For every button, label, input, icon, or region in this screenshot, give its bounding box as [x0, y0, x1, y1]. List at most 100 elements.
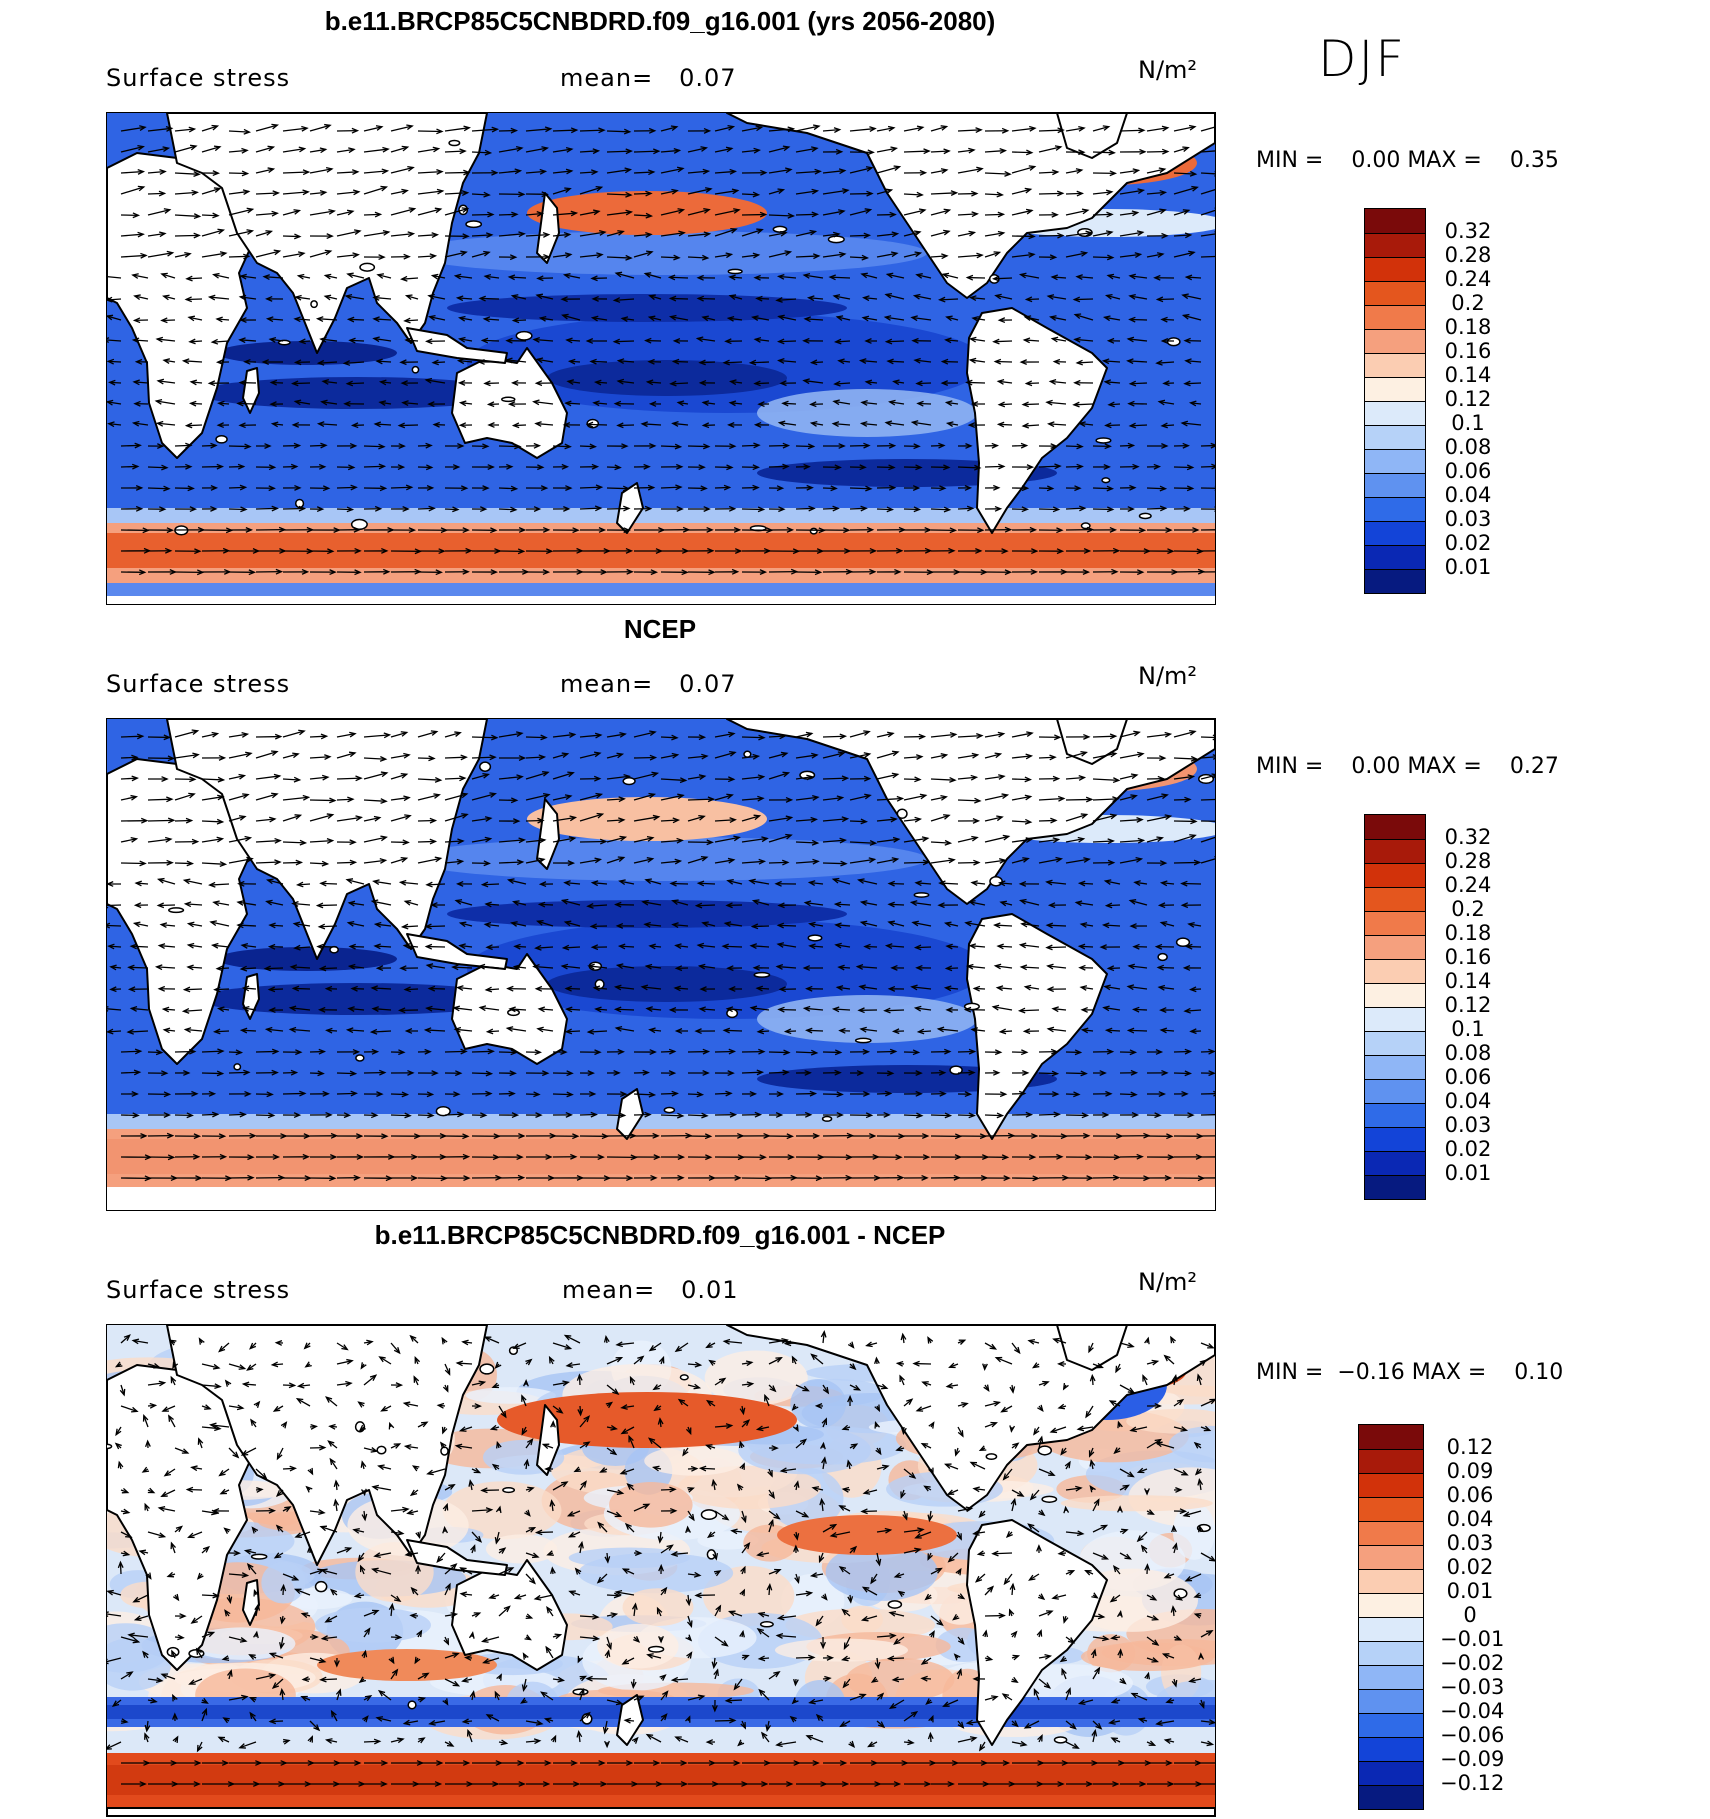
panel-title: NCEP: [623, 614, 697, 644]
colorbar-level-label: 0.03: [1444, 507, 1492, 531]
mean-label: mean= 0.01: [562, 1276, 739, 1304]
colorbar-level-label: 0.08: [1444, 435, 1492, 459]
colorbar-swatch: [1359, 1521, 1423, 1545]
units-label: N/m²: [1138, 662, 1198, 690]
colorbar-level-label: 0.02: [1444, 531, 1492, 555]
colorbar-labels: 0.12 0.09 0.06 0.04 0.03 0.02 0.01 0 −0.01 −0.02−…: [1440, 1424, 1505, 1808]
map-canvas: [107, 1325, 1215, 1816]
colorbar-level-label: 0.28: [1444, 243, 1492, 267]
map-plot: [106, 718, 1216, 1211]
colorbar-level-label: 0.18: [1444, 921, 1492, 945]
colorbar-level-label: 0.08: [1444, 1041, 1492, 1065]
variable-label: Surface stress: [106, 670, 291, 698]
colorbar-swatch: [1365, 983, 1425, 1007]
colorbar-swatch: [1365, 233, 1425, 257]
colorbar-level-label: 0.04: [1446, 1507, 1494, 1531]
colorbar-swatch: [1365, 1007, 1425, 1031]
colorbar-level-label: −0.02: [1440, 1651, 1505, 1675]
season-label: DJF: [1318, 30, 1407, 88]
colorbar-swatch: [1359, 1665, 1423, 1689]
colorbar-level-label: 0.12: [1444, 993, 1492, 1017]
colorbar-level-label: 0.18: [1444, 315, 1492, 339]
colorbar-level-label: 0.02: [1444, 1137, 1492, 1161]
colorbar-swatch: [1359, 1569, 1423, 1593]
colorbar-swatch: [1359, 1593, 1423, 1617]
colorbar-swatch: [1365, 815, 1425, 839]
colorbar-swatch: [1359, 1785, 1423, 1809]
colorbar-swatch: [1365, 521, 1425, 545]
panel-model: b.e11.BRCP85C5CNBDRD.f09_g16.001 (yrs 20…: [0, 0, 1710, 606]
colorbar-swatch: [1365, 1079, 1425, 1103]
colorbar-swatch: [1359, 1473, 1423, 1497]
colorbar-swatch: [1359, 1737, 1423, 1761]
colorbar-level-label: 0.06: [1444, 459, 1492, 483]
colorbar-level-label: 0.16: [1444, 339, 1492, 363]
colorbar-level-label: −0.03: [1440, 1675, 1505, 1699]
colorbar-swatch: [1365, 863, 1425, 887]
colorbar-swatch: [1365, 959, 1425, 983]
colorbar-level-label: 0.06: [1444, 1065, 1492, 1089]
colorbar-swatch: [1365, 473, 1425, 497]
min-max-readout: MIN = 0.00 MAX = 0.35: [1256, 148, 1559, 173]
colorbar-swatch: [1365, 305, 1425, 329]
colorbar-level-label: −0.06: [1440, 1723, 1505, 1747]
mean-label: mean= 0.07: [560, 64, 737, 92]
colorbar-swatch: [1359, 1545, 1423, 1569]
colorbar-swatch: [1365, 377, 1425, 401]
map-canvas: [107, 113, 1215, 604]
colorbar: [1364, 814, 1426, 1200]
colorbar-swatch: [1359, 1449, 1423, 1473]
colorbar-level-label: 0.32: [1444, 825, 1492, 849]
colorbar-level-label: 0.04: [1444, 1089, 1492, 1113]
colorbar-level-label: 0.01: [1446, 1579, 1494, 1603]
colorbar-swatch: [1365, 425, 1425, 449]
colorbar-level-label: 0.04: [1444, 483, 1492, 507]
map-plot: [106, 112, 1216, 605]
colorbar-swatch: [1359, 1617, 1423, 1641]
colorbar-level-label: 0.2: [1451, 897, 1485, 921]
colorbar-swatch: [1365, 449, 1425, 473]
colorbar-level-label: −0.09: [1440, 1747, 1505, 1771]
colorbar-swatch: [1365, 281, 1425, 305]
colorbar-level-label: −0.04: [1440, 1699, 1505, 1723]
min-max-readout: MIN = −0.16 MAX = 0.10: [1256, 1360, 1564, 1385]
colorbar-level-label: 0.09: [1446, 1459, 1494, 1483]
colorbar-swatch: [1359, 1425, 1423, 1449]
colorbar-level-label: 0.1: [1451, 411, 1485, 435]
colorbar-level-label: 0.28: [1444, 849, 1492, 873]
variable-label: Surface stress: [106, 1276, 291, 1304]
colorbar-labels: 0.32 0.28 0.24 0.2 0.18 0.16 0.14 0.12 0.1 0.08 0.…: [1438, 814, 1498, 1198]
colorbar-level-label: 0: [1463, 1603, 1477, 1627]
colorbar-swatch: [1359, 1713, 1423, 1737]
colorbar-level-label: 0.03: [1446, 1531, 1494, 1555]
map-plot: [106, 1324, 1216, 1817]
colorbar-swatch: [1359, 1689, 1423, 1713]
colorbar-swatch: [1365, 1103, 1425, 1127]
colorbar-level-label: 0.32: [1444, 219, 1492, 243]
colorbar-swatch: [1365, 1151, 1425, 1175]
map-canvas: [107, 719, 1215, 1210]
mean-label: mean= 0.07: [560, 670, 737, 698]
colorbar-level-label: −0.01: [1440, 1627, 1505, 1651]
colorbar-swatch: [1359, 1761, 1423, 1785]
colorbar-level-label: 0.24: [1444, 873, 1492, 897]
colorbar-swatch: [1365, 1127, 1425, 1151]
colorbar-level-label: 0.12: [1444, 387, 1492, 411]
colorbar-labels: 0.32 0.28 0.24 0.2 0.18 0.16 0.14 0.12 0.1 0.08 0.…: [1438, 208, 1498, 592]
units-label: N/m²: [1138, 56, 1198, 84]
colorbar-level-label: 0.01: [1444, 555, 1492, 579]
colorbar-level-label: 0.14: [1444, 969, 1492, 993]
min-max-readout: MIN = 0.00 MAX = 0.27: [1256, 754, 1559, 779]
colorbar-swatch: [1365, 353, 1425, 377]
colorbar-level-label: 0.16: [1444, 945, 1492, 969]
colorbar-level-label: 0.12: [1446, 1435, 1494, 1459]
colorbar: [1358, 1424, 1424, 1810]
colorbar-swatch: [1365, 839, 1425, 863]
colorbar-swatch: [1365, 329, 1425, 353]
colorbar-level-label: 0.02: [1446, 1555, 1494, 1579]
colorbar-level-label: 0.06: [1446, 1483, 1494, 1507]
colorbar: [1364, 208, 1426, 594]
panel-title: b.e11.BRCP85C5CNBDRD.f09_g16.001 - NCEP: [374, 1220, 946, 1250]
colorbar-swatch: [1365, 209, 1425, 233]
panel-title: b.e11.BRCP85C5CNBDRD.f09_g16.001 (yrs 20…: [324, 6, 996, 36]
